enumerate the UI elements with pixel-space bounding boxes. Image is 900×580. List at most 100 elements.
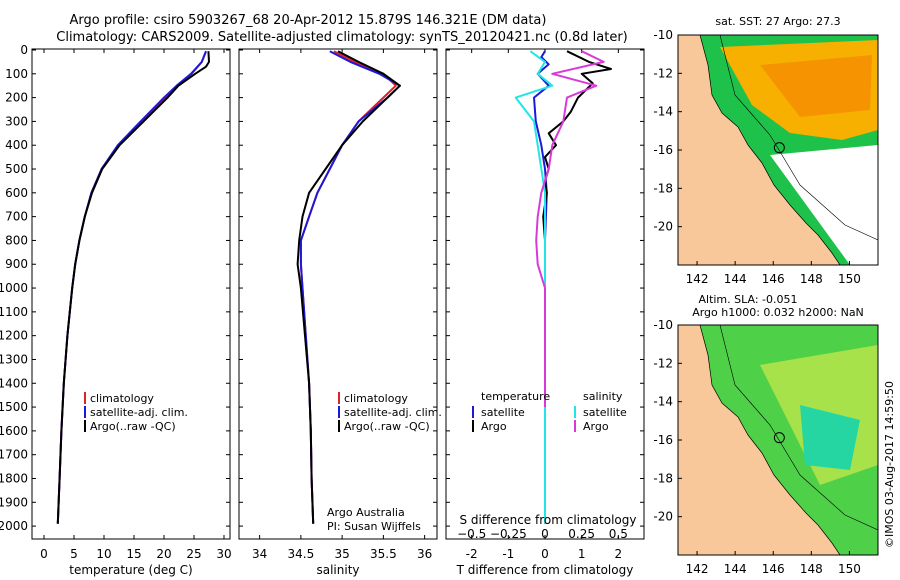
x-tick-label: 15	[126, 547, 141, 561]
land-mass	[678, 35, 841, 265]
lat-tick-label: -10	[653, 318, 673, 332]
lon-tick-label: 146	[762, 562, 785, 576]
x-tick-label: -1	[502, 547, 514, 561]
sst-map	[678, 35, 878, 265]
depth-tick-label: 100	[5, 67, 28, 81]
salinity-panel: 34 34.5 35 35.5 36	[239, 49, 437, 561]
lon-tick-label: 144	[724, 272, 747, 286]
x-tick-label: 5	[70, 547, 78, 561]
series-line-clim	[299, 50, 397, 524]
lon-tick-label: 142	[686, 562, 709, 576]
legend-t-sat-label: satellite	[481, 406, 525, 419]
series-line-argo	[542, 50, 612, 524]
depth-tick-label: 900	[5, 257, 28, 271]
isobath-line	[719, 325, 878, 531]
depth-tick-label: 1000	[0, 281, 28, 295]
lat-tick-label: -14	[653, 105, 673, 119]
depth-tick-label: 2000	[0, 519, 28, 533]
depth-tick-label: 1900	[0, 495, 28, 509]
pi-line: PI: Susan Wijffels	[327, 520, 421, 533]
depth-tick-label: 300	[5, 114, 28, 128]
difference-panel: -2 -1 0 1 2 −0.5 −0.25 0 0.25 0.5	[446, 49, 644, 561]
legend-temperature-title: temperature	[481, 390, 550, 403]
legend-clim-label: climatology	[344, 392, 408, 405]
salinity-xlabel: salinity	[316, 563, 359, 577]
salinity-legend: climatology satellite-adj. clim. Argo(..…	[338, 392, 442, 433]
isobath-line	[719, 35, 878, 241]
x-tick-label: 20	[156, 547, 171, 561]
x-tick-label: 35.5	[370, 547, 397, 561]
x-tick-label: 34.5	[288, 547, 315, 561]
x-tick-label: 30	[216, 547, 231, 561]
temperature-legend: climatology satellite-adj. clim. Argo(..…	[84, 392, 188, 433]
lat-tick-label: -18	[653, 181, 673, 195]
s-tick-label: 0.5	[609, 527, 628, 541]
s-difference-xlabel: S difference from climatology	[460, 513, 637, 527]
x-tick-label: 36	[417, 547, 432, 561]
argo-float-marker	[773, 142, 785, 154]
x-tick-label: 0	[40, 547, 48, 561]
title-line-1: Argo profile: csiro 5903267_68 20-Apr-20…	[70, 13, 547, 28]
depth-tick-label: 700	[5, 210, 28, 224]
lat-tick-label: -18	[653, 471, 673, 485]
sla-map-title-1: Altim. SLA: -0.051	[698, 293, 797, 306]
x-tick-label: 2	[615, 547, 623, 561]
depth-tick-label: 400	[5, 138, 28, 152]
s-tick-label: 0	[541, 527, 549, 541]
x-tick-label: 35	[334, 547, 349, 561]
series-line-clim	[56, 50, 207, 524]
depth-tick-label: 0	[20, 43, 28, 57]
lat-tick-label: -10	[653, 28, 673, 42]
operator-line: Argo Australia	[327, 506, 405, 519]
depth-tick-label: 500	[5, 162, 28, 176]
x-tick-label: 34	[252, 547, 267, 561]
x-tick-label: 0	[541, 547, 549, 561]
series-line-argo	[296, 50, 401, 524]
series-line-sat	[299, 50, 401, 524]
salinity-panel-frame	[238, 48, 438, 540]
temperature-xlabel: temperature (deg C)	[69, 563, 192, 577]
legend-sat-label: satellite-adj. clim.	[90, 406, 188, 419]
sla-map-title-2: Argo h1000: 0.032 h2000: NaN	[692, 306, 864, 319]
lat-tick-label: -12	[653, 66, 673, 80]
map-axes: 142 144 146 148 150 -10 -12 -14 -16 -18 -20 142 144 1…	[653, 28, 860, 576]
depth-tick-label: 1800	[0, 471, 28, 485]
sla-map	[678, 325, 878, 555]
missing-data-region	[770, 145, 878, 265]
series-line-argo_s	[535, 50, 605, 408]
s-tick-label: −0.25	[490, 527, 527, 541]
legend-salinity-title: salinity	[583, 390, 623, 403]
depth-tick-label: 1200	[0, 329, 28, 343]
legend-argo-label: Argo(..raw -QC)	[90, 420, 176, 433]
lat-tick-label: -20	[653, 510, 673, 524]
lon-tick-label: 142	[686, 272, 709, 286]
legend-s-sat-label: satellite	[583, 406, 627, 419]
depth-tick-label: 1300	[0, 352, 28, 366]
depth-tick-label: 1600	[0, 424, 28, 438]
series-line-sat	[56, 50, 207, 524]
depth-tick-label: 800	[5, 233, 28, 247]
t-difference-xlabel: T difference from climatology	[456, 563, 634, 577]
lat-tick-label: -20	[653, 220, 673, 234]
timestamp-stamp: ©IMOS 03-Aug-2017 14:59:50	[883, 381, 896, 548]
lat-tick-label: -16	[653, 143, 673, 157]
lat-tick-label: -14	[653, 395, 673, 409]
lon-tick-label: 148	[800, 562, 823, 576]
depth-tick-label: 200	[5, 91, 28, 105]
x-tick-label: -2	[466, 547, 478, 561]
x-tick-label: 10	[96, 547, 111, 561]
legend-clim-label: climatology	[90, 392, 154, 405]
lon-tick-label: 144	[724, 562, 747, 576]
lat-tick-label: -12	[653, 356, 673, 370]
warmest-sst-region	[760, 55, 872, 117]
lon-tick-label: 146	[762, 272, 785, 286]
difference-legend: temperature satellite Argo salinity sate…	[472, 390, 627, 433]
depth-tick-label: 1700	[0, 448, 28, 462]
depth-tick-label: 1100	[0, 305, 28, 319]
lon-tick-label: 150	[838, 562, 861, 576]
series-line-argo	[56, 51, 210, 524]
lon-tick-label: 150	[838, 272, 861, 286]
s-tick-label: 0.25	[568, 527, 595, 541]
temperature-panel: 0100200300400500600700800900100011001200…	[0, 43, 232, 561]
temperature-panel-frame	[31, 48, 231, 540]
